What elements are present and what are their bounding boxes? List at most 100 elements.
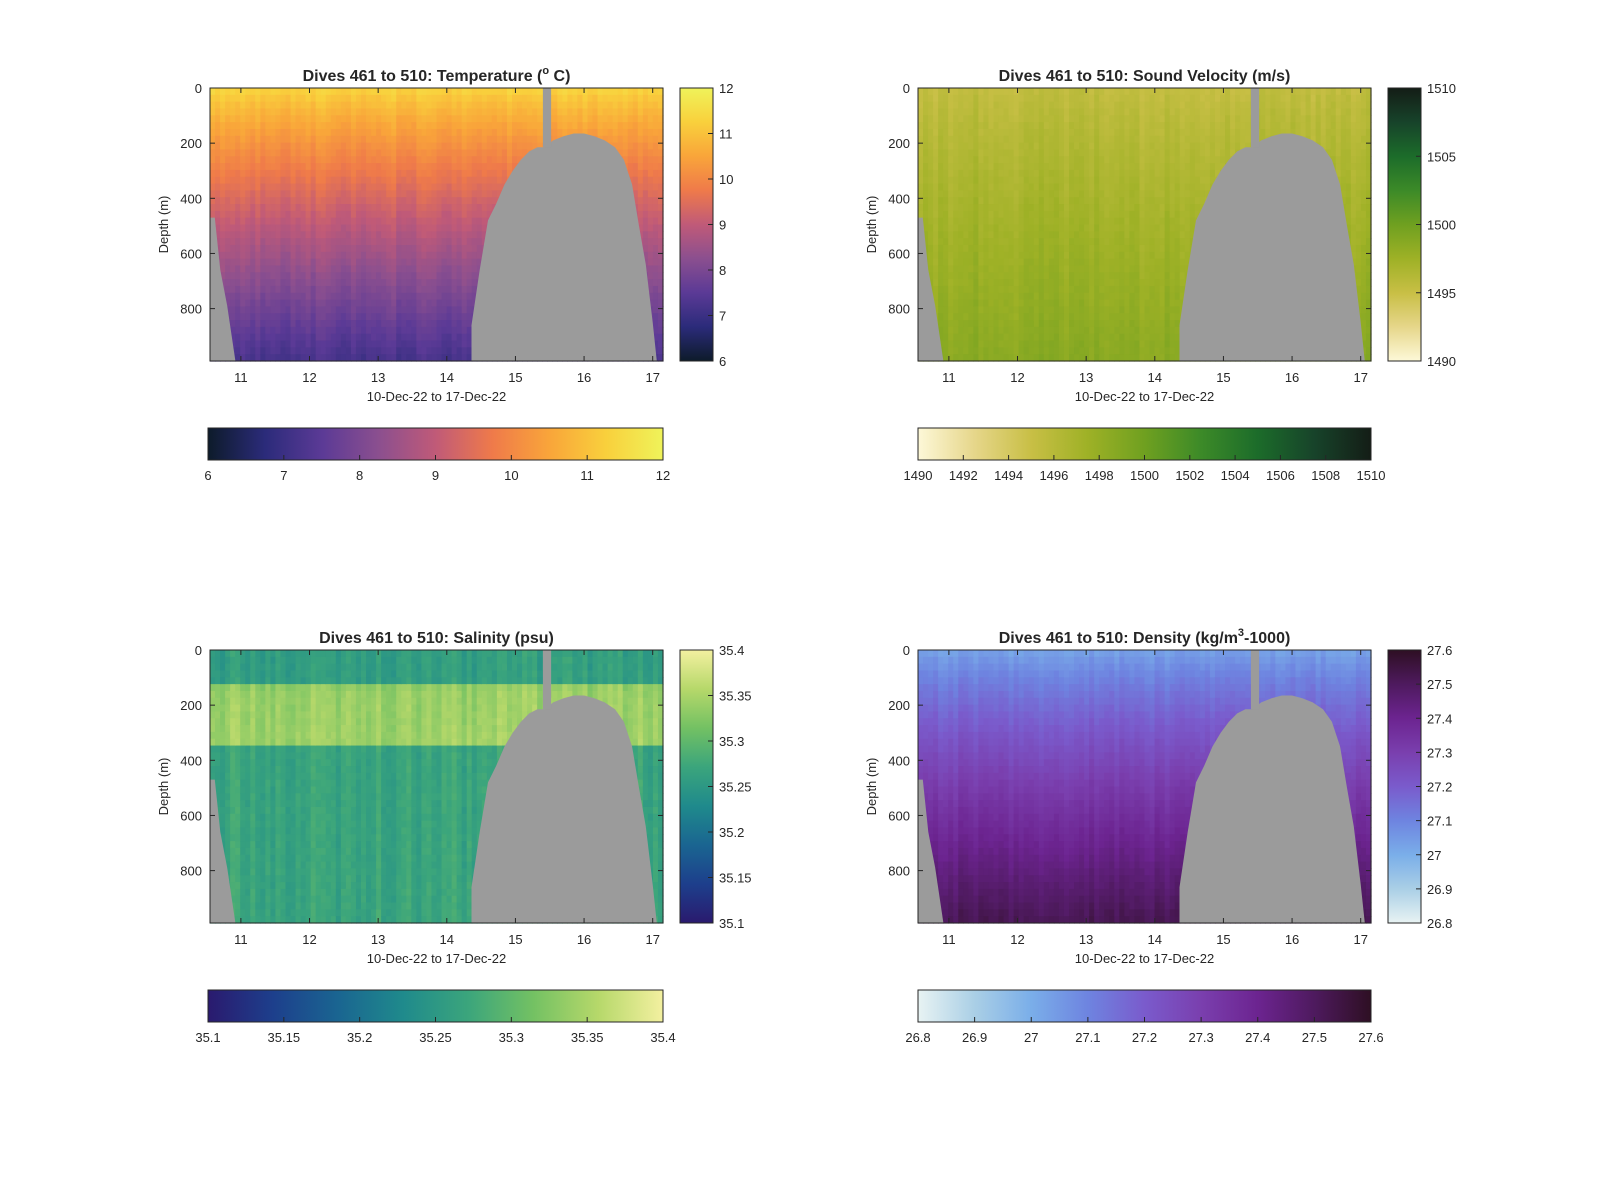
horizontal-colorbar-tick-label: 7 bbox=[280, 468, 287, 483]
horizontal-colorbar-tick-label: 27.6 bbox=[1358, 1030, 1383, 1045]
colorbar-tick-label: 26.8 bbox=[1427, 916, 1452, 931]
chart-title: Dives 461 to 510: Salinity (psu) bbox=[319, 630, 554, 647]
y-tick-label: 600 bbox=[180, 246, 202, 261]
x-tick-label: 13 bbox=[1079, 370, 1093, 385]
y-tick-label: 600 bbox=[888, 808, 910, 823]
y-tick-label: 200 bbox=[888, 698, 910, 713]
horizontal-colorbar-tick-label: 27.2 bbox=[1132, 1030, 1157, 1045]
horizontal-colorbar-tick-label: 12 bbox=[656, 468, 670, 483]
horizontal-colorbar-tick-label: 9 bbox=[432, 468, 439, 483]
colorbar-tick-label: 35.25 bbox=[719, 780, 752, 795]
y-tick-label: 0 bbox=[903, 643, 910, 658]
y-tick-label: 600 bbox=[888, 246, 910, 261]
y-tick-label: 800 bbox=[180, 864, 202, 879]
horizontal-colorbar-tick-label: 26.9 bbox=[962, 1030, 987, 1045]
y-axis-label: Depth (m) bbox=[156, 196, 171, 254]
horizontal-colorbar-tick-label: 1496 bbox=[1039, 468, 1068, 483]
y-tick-label: 800 bbox=[888, 864, 910, 879]
colorbar-tick-label: 35.35 bbox=[719, 689, 752, 704]
horizontal-colorbar-tick-label: 27.4 bbox=[1245, 1030, 1270, 1045]
colorbar-tick-label: 1505 bbox=[1427, 149, 1456, 164]
chart-title: Dives 461 to 510: Sound Velocity (m/s) bbox=[999, 68, 1291, 85]
x-tick-label: 12 bbox=[302, 932, 316, 947]
x-tick-label: 13 bbox=[371, 370, 385, 385]
colorbar-tick-label: 27.6 bbox=[1427, 643, 1452, 658]
colorbar-tick-label: 26.9 bbox=[1427, 882, 1452, 897]
x-tick-label: 16 bbox=[577, 370, 591, 385]
x-tick-label: 17 bbox=[1353, 932, 1367, 947]
horizontal-colorbar-tick-label: 35.25 bbox=[419, 1030, 452, 1045]
horizontal-colorbar-tick-label: 11 bbox=[580, 468, 594, 483]
colorbar-tick-label: 35.3 bbox=[719, 734, 744, 749]
horizontal-colorbar-tick-label: 35.2 bbox=[347, 1030, 372, 1045]
x-tick-label: 12 bbox=[1010, 932, 1024, 947]
y-tick-label: 400 bbox=[180, 753, 202, 768]
y-tick-label: 0 bbox=[195, 81, 202, 96]
x-tick-label: 13 bbox=[1079, 932, 1093, 947]
chart-title: Dives 461 to 510: Temperature (o C) bbox=[303, 65, 571, 85]
horizontal-colorbar-tick-label: 1494 bbox=[994, 468, 1023, 483]
colorbar-tick-label: 27.2 bbox=[1427, 780, 1452, 795]
x-tick-label: 11 bbox=[234, 370, 248, 385]
y-tick-label: 0 bbox=[903, 81, 910, 96]
y-axis-label: Depth (m) bbox=[864, 758, 879, 816]
y-tick-label: 800 bbox=[888, 302, 910, 317]
horizontal-colorbar-tick-label: 26.8 bbox=[905, 1030, 930, 1045]
colorbar-tick-label: 11 bbox=[719, 127, 733, 142]
x-tick-label: 16 bbox=[1285, 932, 1299, 947]
x-tick-label: 15 bbox=[508, 370, 522, 385]
horizontal-colorbar-tick-label: 1506 bbox=[1266, 468, 1295, 483]
x-tick-label: 17 bbox=[1353, 370, 1367, 385]
horizontal-colorbar-tick-label: 1504 bbox=[1221, 468, 1250, 483]
colorbar-tick-label: 27.3 bbox=[1427, 745, 1452, 760]
x-tick-label: 17 bbox=[645, 932, 659, 947]
x-axis-label: 10-Dec-22 to 17-Dec-22 bbox=[1075, 389, 1214, 404]
x-tick-label: 15 bbox=[508, 932, 522, 947]
x-tick-label: 15 bbox=[1216, 370, 1230, 385]
y-tick-label: 400 bbox=[888, 191, 910, 206]
horizontal-colorbar-tick-label: 10 bbox=[504, 468, 518, 483]
horizontal-colorbar-tick-label: 1510 bbox=[1357, 468, 1386, 483]
colorbar-tick-label: 7 bbox=[719, 309, 726, 324]
x-tick-label: 15 bbox=[1216, 932, 1230, 947]
x-tick-label: 14 bbox=[1148, 370, 1162, 385]
horizontal-colorbar-tick-label: 6 bbox=[204, 468, 211, 483]
x-tick-label: 14 bbox=[1148, 932, 1162, 947]
colorbar-tick-label: 1510 bbox=[1427, 81, 1456, 96]
x-tick-label: 12 bbox=[302, 370, 316, 385]
colorbar-tick-label: 8 bbox=[719, 263, 726, 278]
x-tick-label: 16 bbox=[577, 932, 591, 947]
colorbar-tick-label: 12 bbox=[719, 81, 733, 96]
horizontal-colorbar-tick-label: 8 bbox=[356, 468, 363, 483]
colorbar-tick-label: 27.5 bbox=[1427, 677, 1452, 692]
x-tick-label: 11 bbox=[234, 932, 248, 947]
y-tick-label: 400 bbox=[180, 191, 202, 206]
horizontal-colorbar-tick-label: 27.3 bbox=[1188, 1030, 1213, 1045]
horizontal-colorbar-tick-label: 35.3 bbox=[499, 1030, 524, 1045]
colorbar-tick-label: 35.4 bbox=[719, 643, 744, 658]
colorbar-tick-label: 27.1 bbox=[1427, 814, 1452, 829]
colorbar-tick-label: 1490 bbox=[1427, 354, 1456, 369]
colorbar-tick-label: 1495 bbox=[1427, 286, 1456, 301]
x-tick-label: 14 bbox=[440, 370, 454, 385]
x-tick-label: 11 bbox=[942, 932, 956, 947]
horizontal-colorbar-tick-label: 1502 bbox=[1175, 468, 1204, 483]
horizontal-colorbar-tick-label: 1508 bbox=[1311, 468, 1340, 483]
y-tick-label: 200 bbox=[180, 698, 202, 713]
x-tick-label: 12 bbox=[1010, 370, 1024, 385]
y-tick-label: 200 bbox=[888, 136, 910, 151]
colorbar-tick-label: 27.4 bbox=[1427, 711, 1452, 726]
x-tick-label: 11 bbox=[942, 370, 956, 385]
colorbar-tick-label: 35.15 bbox=[719, 871, 752, 886]
colorbar-tick-label: 27 bbox=[1427, 848, 1441, 863]
x-tick-label: 13 bbox=[371, 932, 385, 947]
horizontal-colorbar-tick-label: 1492 bbox=[949, 468, 978, 483]
y-tick-label: 0 bbox=[195, 643, 202, 658]
y-axis-label: Depth (m) bbox=[156, 758, 171, 816]
horizontal-colorbar-tick-label: 35.35 bbox=[571, 1030, 604, 1045]
x-axis-label: 10-Dec-22 to 17-Dec-22 bbox=[367, 951, 506, 966]
